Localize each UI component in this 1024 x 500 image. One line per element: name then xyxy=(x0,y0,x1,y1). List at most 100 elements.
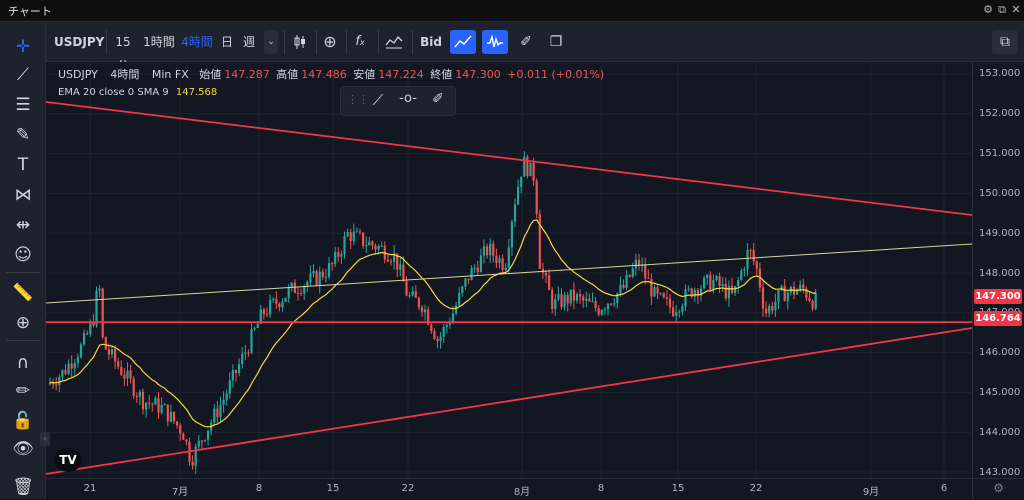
candle-body xyxy=(104,337,107,350)
candle-body xyxy=(526,156,529,177)
candle-body xyxy=(492,243,495,256)
candle-body xyxy=(600,310,603,315)
chart-settings-gear-icon[interactable]: ⚙ xyxy=(972,478,1024,499)
candle-body xyxy=(734,286,737,293)
candle-body xyxy=(278,303,281,308)
candle-body xyxy=(727,285,730,299)
candle-body xyxy=(706,274,709,278)
wave-chart-toggle-icon[interactable] xyxy=(482,30,508,54)
measure-tool-icon[interactable]: ⇹ xyxy=(15,215,31,235)
candle-body xyxy=(495,255,498,263)
candle-body xyxy=(430,324,433,332)
drag-handle-icon[interactable]: ⋮⋮ xyxy=(347,93,369,106)
layout-copy-icon[interactable]: ❐ xyxy=(549,34,563,50)
interval-dropdown-icon[interactable]: ⌄ xyxy=(264,30,278,54)
candle-body xyxy=(197,440,200,447)
chart-pane[interactable] xyxy=(46,62,972,478)
candle-body xyxy=(296,292,300,294)
candle-body xyxy=(699,288,703,296)
eye-icon[interactable]: 👁 xyxy=(12,439,34,459)
horizontal-lines-icon[interactable]: ☰ xyxy=(15,95,31,115)
candle-body xyxy=(594,301,597,309)
candle-body xyxy=(637,259,641,266)
time-tick-label: 8月 xyxy=(513,487,531,498)
candle-body xyxy=(269,299,272,315)
candle-body xyxy=(755,261,758,269)
color-brush-icon[interactable]: ✐ xyxy=(432,91,444,107)
popout-icon[interactable]: ⧉ xyxy=(998,3,1006,16)
price-tick-label: 146.000 xyxy=(979,347,1021,359)
candle-body xyxy=(256,323,259,329)
toolbar-divider xyxy=(378,30,379,54)
price-axis[interactable]: 153.000 152.000 151.000 150.000 149.000 148.0… xyxy=(972,62,1024,478)
price-tick-label: 149.000 xyxy=(979,227,1021,239)
legend-change: +0.011 (+0.01%) xyxy=(507,68,605,81)
collapse-toolbar-chevron-icon[interactable]: ‹ xyxy=(40,432,50,446)
lower-trendline xyxy=(46,327,972,475)
interval-day-button[interactable]: 日 xyxy=(220,35,233,49)
candle-body xyxy=(238,364,241,373)
candle-body xyxy=(647,278,650,280)
candle-body xyxy=(579,294,582,297)
candle-body xyxy=(665,297,668,299)
time-tick-label: 21 xyxy=(83,483,97,494)
ruler-icon[interactable]: 📏 xyxy=(12,283,34,303)
text-tool-icon[interactable]: T xyxy=(17,155,29,175)
candle-body xyxy=(98,288,101,291)
candle-body xyxy=(684,289,687,307)
templates-icon[interactable] xyxy=(382,30,406,54)
multi-chart-layout-icon[interactable]: ⧉ xyxy=(992,30,1018,54)
candle-body xyxy=(287,288,290,298)
candle-body xyxy=(588,298,591,302)
settings-icon[interactable]: ⚙ xyxy=(983,3,993,16)
legend-close-value: 147.300 xyxy=(455,68,501,81)
candle-body xyxy=(470,267,473,281)
lock-icon[interactable]: 🔓 xyxy=(12,411,34,431)
emoji-icon[interactable]: ☺ xyxy=(14,245,32,265)
candle-body xyxy=(244,352,247,354)
candle-body xyxy=(231,369,234,381)
mid-trendline xyxy=(46,243,972,304)
indicators-fx-icon[interactable]: fx xyxy=(355,34,365,49)
lock-drawing-icon[interactable]: ✏ xyxy=(15,381,31,401)
bid-button[interactable]: Bid xyxy=(420,35,442,49)
trash-icon[interactable]: 🗑 xyxy=(12,477,34,497)
crosshair-icon[interactable]: ✛ xyxy=(15,37,31,57)
line-tool-icon[interactable]: ⟋ xyxy=(372,91,384,109)
time-axis[interactable]: 21 7月 8 15 22 8月 8 15 22 9月 6 xyxy=(46,478,972,499)
candle-body xyxy=(371,241,374,246)
candle-body xyxy=(213,408,216,423)
time-tick-label: 6 xyxy=(940,483,948,494)
interval-week-button[interactable]: 週 xyxy=(242,35,255,49)
zoom-in-icon[interactable]: ⊕ xyxy=(15,313,31,333)
trend-chart-toggle-icon[interactable] xyxy=(450,30,476,54)
line-style-icon[interactable]: -o- xyxy=(399,91,417,106)
close-icon[interactable]: ✕ xyxy=(1011,3,1021,16)
candle-body xyxy=(417,297,420,308)
price-tick-label: 152.000 xyxy=(979,107,1021,119)
candle-body xyxy=(486,246,489,256)
candle-body xyxy=(513,204,517,222)
candle-body xyxy=(228,380,231,394)
magnet-icon[interactable]: ∩ xyxy=(16,353,30,373)
candle-body xyxy=(225,393,228,400)
candle-body xyxy=(55,384,58,386)
interval-4h-button[interactable]: 4時間 xyxy=(181,35,213,49)
interval-1h-button[interactable]: 1時間 xyxy=(143,35,175,49)
candle-body xyxy=(234,369,238,373)
candle-body xyxy=(467,278,470,281)
candle-body xyxy=(532,162,535,181)
candle-body xyxy=(743,269,746,271)
candle-body xyxy=(222,399,225,405)
compare-add-icon[interactable]: ⊕ xyxy=(323,32,337,51)
candle-body xyxy=(461,286,464,293)
trend-line-icon[interactable]: ⟋ xyxy=(17,65,29,85)
brush-tool-icon[interactable]: ✎ xyxy=(15,125,31,145)
candle-body xyxy=(761,287,765,309)
candle-style-icon[interactable] xyxy=(288,30,312,54)
pattern-tool-icon[interactable]: ⋈ xyxy=(14,185,32,205)
symbol-button[interactable]: USDJPY xyxy=(54,35,105,49)
upper-trendline xyxy=(46,101,972,216)
interval-15m-button[interactable]: 15分 xyxy=(115,35,131,73)
brush-icon[interactable]: ✐ xyxy=(520,34,532,50)
